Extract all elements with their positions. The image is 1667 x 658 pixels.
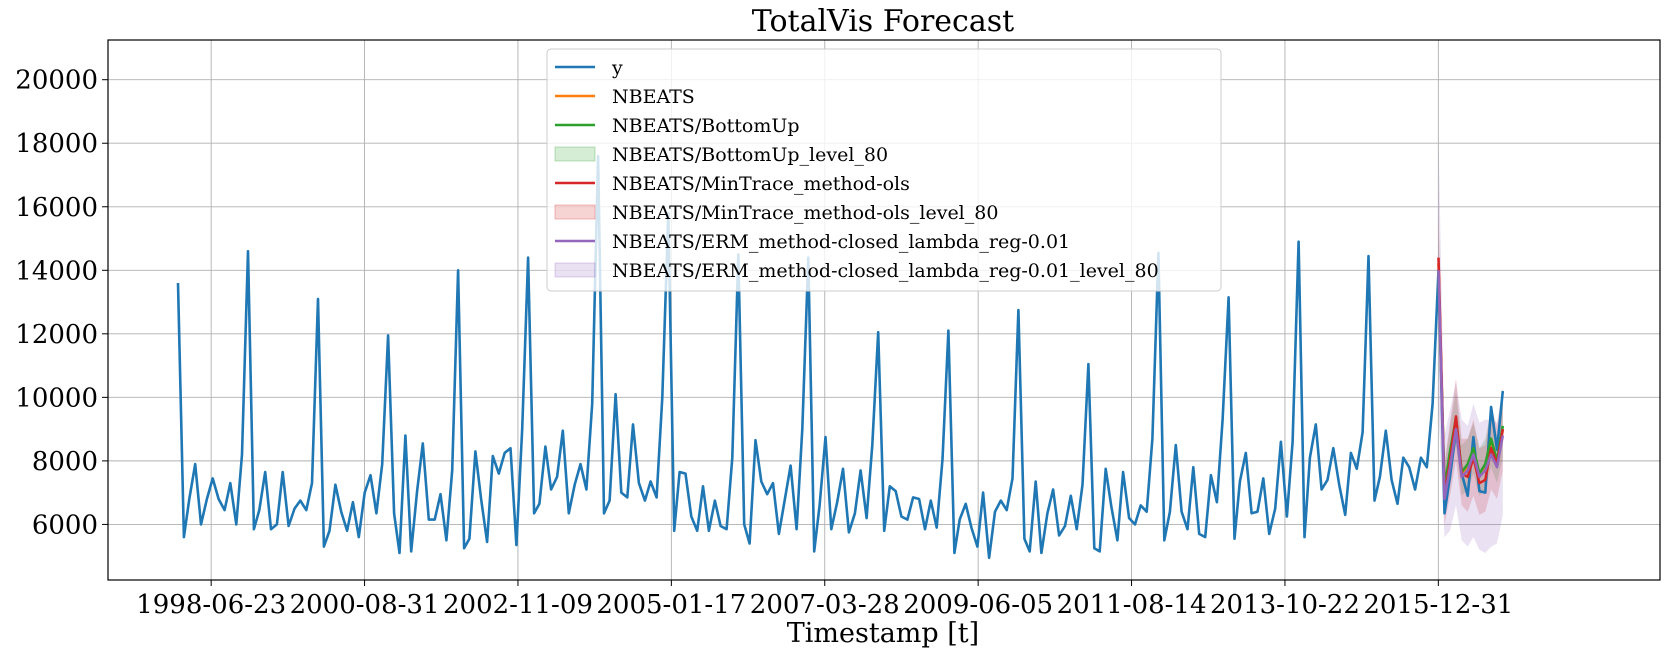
x-tick-label: 2013-10-22	[1210, 590, 1360, 620]
x-tick-label: 1998-06-23	[136, 590, 286, 620]
y-tick-label: 10000	[15, 383, 98, 413]
y-tick-label: 18000	[15, 129, 98, 159]
legend: y NBEATS NBEATS/BottomUp NBEATS/BottomUp_le…	[546, 48, 1222, 292]
legend-label: NBEATS/BottomUp	[612, 115, 800, 137]
series-line	[1437, 273, 1505, 490]
legend-label: NBEATS/BottomUp_level_80	[612, 144, 888, 166]
series-line	[1437, 270, 1505, 501]
x-tick-label: 2015-12-31	[1363, 590, 1513, 620]
chart-title: TotalVis Forecast	[752, 4, 1014, 39]
x-tick-label: 2002-11-09	[443, 590, 593, 620]
legend-band-swatch	[554, 262, 596, 278]
series-line	[176, 154, 1505, 560]
y-tick-label: 20000	[15, 66, 98, 96]
y-tick-label: 14000	[15, 256, 98, 286]
legend-label: NBEATS/MinTrace_method-ols_level_80	[612, 202, 998, 224]
x-tick-label: 2011-08-14	[1057, 590, 1207, 620]
legend-box	[546, 48, 1222, 292]
y-tick-label: 8000	[32, 447, 98, 477]
legend-label: NBEATS/ERM_method-closed_lambda_reg-0.01	[612, 231, 1070, 253]
legend-label: NBEATS/MinTrace_method-ols	[612, 173, 910, 195]
legend-band-swatch	[554, 146, 596, 162]
x-tick-label: 2005-01-17	[596, 590, 746, 620]
x-axis: 1998-06-23 2000-08-31 2002-11-09 2005-01-17…	[136, 580, 1513, 620]
series-lines	[176, 154, 1505, 560]
x-tick-label: 2007-03-28	[750, 590, 900, 620]
legend-label: y	[611, 57, 623, 79]
x-tick-label: 2009-06-05	[903, 590, 1053, 620]
x-axis-title: Timestamp [t]	[787, 618, 979, 649]
x-tick-label: 2000-08-31	[290, 590, 440, 620]
y-axis: 6000 8000 10000 12000 14000 16000 18000 20000	[15, 66, 108, 540]
plot-frame	[107, 39, 1661, 581]
legend-label: NBEATS	[612, 86, 695, 108]
legend-label: NBEATS/ERM_method-closed_lambda_reg-0.01…	[612, 260, 1159, 282]
y-tick-label: 6000	[32, 510, 98, 540]
y-tick-label: 12000	[15, 320, 98, 350]
y-tick-label: 16000	[15, 193, 98, 223]
legend-band-swatch	[554, 204, 596, 220]
